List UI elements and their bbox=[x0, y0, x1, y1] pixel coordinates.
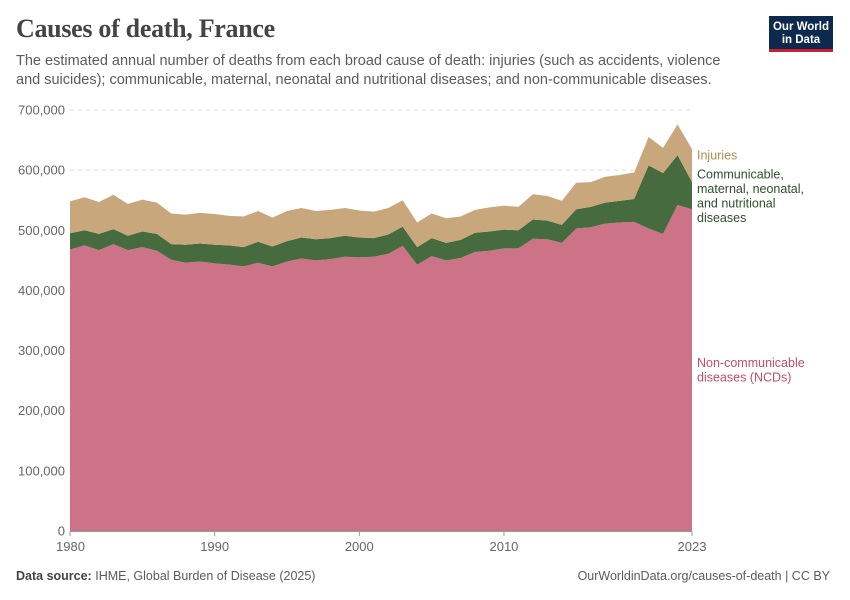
y-tick-label: 500,000 bbox=[18, 223, 65, 238]
area-series[interactable] bbox=[70, 124, 692, 531]
series-label-line: diseases bbox=[697, 211, 746, 225]
label-ncd: Non-communicable diseases (NCDs) bbox=[697, 356, 805, 385]
series-label-line: and nutritional bbox=[697, 197, 776, 211]
logo-line-2: in Data bbox=[781, 34, 821, 46]
chart-subtitle: The estimated annual number of deaths fr… bbox=[16, 53, 721, 88]
series-label-line: Non-communicable bbox=[697, 356, 805, 370]
data-source-text: IHME, Global Burden of Disease (2025) bbox=[95, 569, 316, 583]
series-label-line: diseases (NCDs) bbox=[697, 370, 791, 384]
x-tick-label: 1980 bbox=[56, 539, 85, 554]
y-tick-label: 100,000 bbox=[18, 463, 65, 478]
owid-logo[interactable]: Our World in Data bbox=[769, 16, 833, 52]
source-url[interactable]: OurWorldinData.org/causes-of-death | CC … bbox=[577, 569, 830, 583]
area-communicable[interactable] bbox=[70, 155, 692, 267]
label-communicable: Communicable, maternal, neonatal, and nutr… bbox=[697, 168, 804, 226]
y-tick-label: 0 bbox=[58, 524, 65, 539]
series-label-line: Communicable, bbox=[697, 168, 784, 182]
data-source-label: Data source: bbox=[16, 569, 92, 583]
series-label-line: maternal, neonatal, bbox=[697, 182, 804, 196]
logo-line-1: Our World bbox=[772, 21, 829, 33]
area-injuries[interactable] bbox=[70, 124, 692, 248]
y-tick-label: 700,000 bbox=[18, 103, 65, 118]
area-ncd[interactable] bbox=[70, 205, 692, 531]
y-tick-label: 200,000 bbox=[18, 403, 65, 418]
label-injuries: Injuries bbox=[697, 149, 737, 163]
x-axis: 1980 1990 2000 2010 2023 bbox=[56, 531, 706, 554]
y-tick-label: 400,000 bbox=[18, 283, 65, 298]
chart-title: Causes of death, France bbox=[16, 14, 275, 43]
x-tick-label: 2023 bbox=[678, 539, 707, 554]
data-source: Data source: IHME, Global Burden of Dise… bbox=[16, 569, 315, 583]
x-tick-label: 2010 bbox=[489, 539, 518, 554]
y-tick-label: 600,000 bbox=[18, 163, 65, 178]
x-tick-label: 1990 bbox=[200, 539, 229, 554]
y-axis: 0 100,000 200,000 300,000 400,000 500,000 600,… bbox=[18, 103, 65, 539]
series-label-line: Injuries bbox=[697, 149, 737, 163]
series-labels: Non-communicable diseases (NCDs) Communica… bbox=[697, 149, 805, 385]
y-tick-label: 300,000 bbox=[18, 343, 65, 358]
x-tick-label: 2000 bbox=[345, 539, 374, 554]
